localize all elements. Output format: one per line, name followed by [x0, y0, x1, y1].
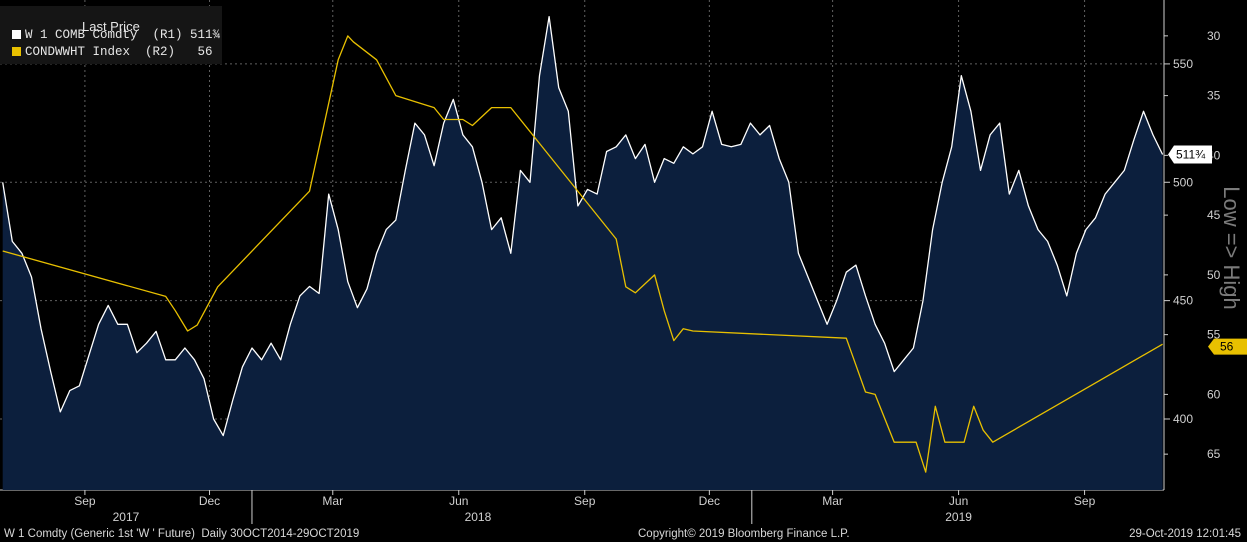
y1-tick-label: 550	[1173, 57, 1193, 71]
x-axis: Sep Dec Mar Jun Sep Dec Mar Jun Sep 2017 2018 2019	[0, 489, 1164, 524]
y2-tick-label: 45	[1207, 208, 1221, 222]
y-axis-right-price: 400 450 500 550	[1163, 0, 1193, 490]
x-tick-label: Dec	[199, 494, 220, 508]
x-tick-label: Jun	[949, 494, 968, 508]
year-label: 2017	[113, 510, 140, 524]
y2-tick-label: 65	[1207, 447, 1221, 461]
price-last-value-text: 511¾	[1176, 147, 1206, 161]
y1-tick-label: 450	[1173, 294, 1193, 308]
legend: Last Price W 1 COMB Comdty (R1) 511¾ CON…	[0, 6, 222, 64]
x-tick-label: Jun	[449, 494, 468, 508]
low-high-axis-note: Low => High	[1218, 168, 1244, 328]
x-tick-label: Sep	[74, 494, 96, 508]
x-tick-label: Sep	[1074, 494, 1096, 508]
price-last-value-badge	[1168, 145, 1212, 164]
x-tick-label: Dec	[699, 494, 720, 508]
condition-index-line	[2, 35, 1163, 473]
index-last-value-badge	[1208, 338, 1247, 355]
legend-item-wheat-future: W 1 COMB Comdty (R1) 511¾	[12, 28, 220, 42]
x-tick-label: Sep	[574, 494, 596, 508]
x-tick-label: Mar	[322, 494, 343, 508]
legend-label: CONDWWHT Index (R2) 56	[25, 45, 213, 59]
y1-tick-label: 400	[1173, 412, 1193, 426]
y2-tick-label: 55	[1207, 328, 1221, 342]
y1-tick-label: 500	[1173, 175, 1193, 189]
legend-swatch-yellow-icon	[12, 47, 21, 56]
x-tick-label: Mar	[822, 494, 843, 508]
y2-tick-label: 60	[1207, 387, 1221, 401]
y2-tick-label: 50	[1207, 268, 1221, 282]
legend-title: Last Price	[82, 19, 140, 34]
footer-security-description: W 1 Comdty (Generic 1st 'W ' Future) Dai…	[4, 528, 360, 540]
index-last-value-text: 56	[1220, 340, 1234, 354]
footer-timestamp: 29-Oct-2019 12:01:45	[1129, 528, 1241, 540]
year-label: 2019	[945, 510, 972, 524]
low-high-text: Low => High	[1219, 186, 1244, 310]
y2-tick-label: 30	[1207, 29, 1221, 43]
legend-item-condition-index: CONDWWHT Index (R2) 56	[12, 45, 213, 59]
plot-area	[2, 15, 1164, 490]
year-label: 2018	[465, 510, 492, 524]
y2-tick-label: 35	[1207, 89, 1221, 103]
legend-swatch-white-icon	[12, 30, 21, 39]
footer-copyright: Copyright© 2019 Bloomberg Finance L.P.	[638, 528, 850, 540]
legend-label: W 1 COMB Comdty (R1) 511¾	[25, 28, 221, 42]
last-value-labels: 511¾ 56	[1168, 145, 1247, 355]
price-area-fill	[2, 16, 1163, 490]
